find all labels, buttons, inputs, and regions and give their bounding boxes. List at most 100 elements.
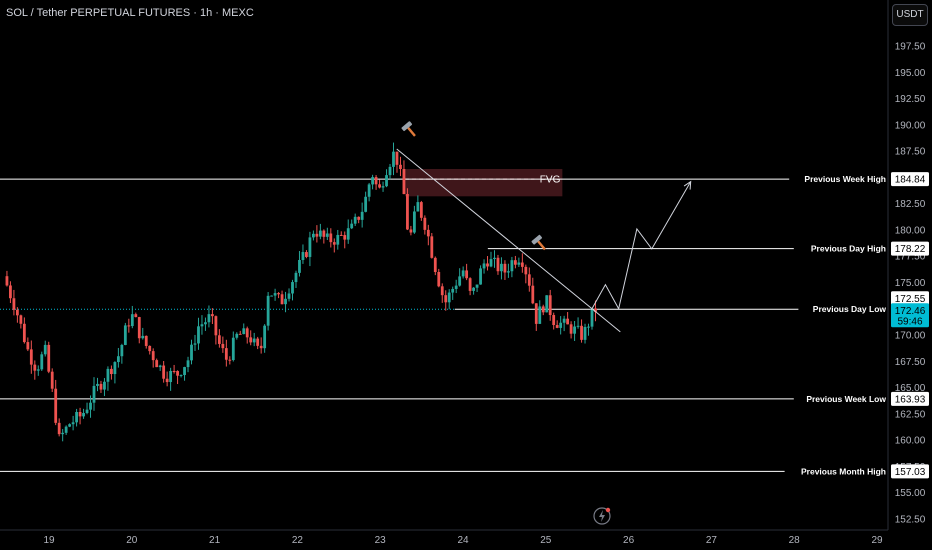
candle (298, 251, 301, 277)
x-tick-label: 25 (540, 535, 552, 546)
candle (587, 323, 590, 336)
candle (489, 251, 493, 268)
candle (162, 361, 166, 383)
candle (318, 223, 322, 240)
candle-body (371, 177, 375, 185)
candle-body (270, 295, 274, 297)
candle-body (524, 266, 528, 275)
candle-body (486, 263, 489, 267)
candle-body (294, 272, 298, 283)
candle (197, 317, 200, 350)
candle (245, 326, 249, 344)
candle (555, 320, 559, 329)
candle-body (68, 424, 72, 427)
candle (305, 250, 308, 259)
candle (507, 263, 510, 278)
candle-body (409, 229, 413, 233)
candle-body (82, 412, 85, 417)
current-price-value: 172.46 (895, 306, 926, 317)
candle-body (155, 360, 159, 368)
candle (15, 307, 19, 323)
candle (329, 228, 333, 248)
level-price-tag: 178.22 (895, 244, 926, 255)
candle-body (242, 328, 246, 335)
candle (204, 317, 207, 331)
candle-body (134, 314, 138, 318)
candle-body (224, 348, 228, 360)
candle-body (378, 184, 381, 188)
candle (392, 142, 395, 176)
y-tick-label: 182.50 (895, 199, 926, 210)
candle (12, 289, 16, 316)
candle-body (531, 285, 535, 304)
candle-body (590, 308, 594, 327)
candle (9, 281, 12, 304)
currency-button[interactable]: USDT (892, 4, 928, 26)
candle (527, 267, 531, 292)
candle (402, 160, 406, 195)
extra-price-tag-bg (891, 291, 929, 306)
level-price-tag-bg (891, 241, 929, 256)
hammer-handle (406, 126, 416, 137)
candle (482, 259, 486, 274)
candle (33, 360, 37, 380)
candle (54, 379, 58, 426)
candle-body (89, 402, 92, 410)
current-price-countdown: 59:46 (897, 317, 922, 328)
candle (68, 423, 72, 428)
candle (576, 317, 580, 329)
candle-body (412, 211, 416, 233)
candle-body (388, 166, 392, 176)
candle (580, 319, 583, 343)
candle (371, 174, 375, 190)
candle-body (280, 294, 284, 305)
candle (40, 351, 44, 371)
candle-body (468, 278, 472, 291)
candle-body (541, 306, 545, 313)
candle-body (169, 371, 173, 383)
level-price-tag-bg (891, 172, 929, 187)
trendline (396, 148, 621, 333)
candle (130, 305, 134, 329)
candle (249, 330, 253, 346)
candle-body (318, 230, 322, 237)
y-tick-label: 177.50 (895, 252, 926, 263)
candle (322, 229, 326, 244)
candle (479, 265, 482, 285)
candle (284, 291, 287, 313)
candle-body (235, 333, 239, 338)
level-label: Previous Week High (804, 174, 886, 184)
lightning-icon[interactable] (592, 506, 612, 526)
candle-body (538, 306, 542, 324)
candle-body (416, 202, 420, 212)
x-tick-label: 22 (292, 535, 304, 546)
candle-body (22, 323, 26, 343)
candle (235, 332, 239, 340)
candle-body (172, 371, 176, 373)
candle-body (120, 344, 124, 357)
candle (228, 356, 232, 365)
candle (451, 286, 455, 300)
candle (110, 365, 113, 380)
candle-body (141, 335, 145, 339)
level-label: Previous Day High (811, 244, 886, 254)
candle-body (360, 211, 364, 220)
candle (231, 331, 235, 362)
time-axis[interactable]: 19 20 21 22 23 24 25 26 27 28 29 (0, 529, 888, 546)
candle (357, 216, 361, 224)
candle (510, 256, 514, 278)
candle-body (430, 236, 434, 258)
candle (503, 260, 507, 280)
candle (165, 371, 169, 387)
y-tick-label: 160.00 (895, 436, 926, 447)
candle-body (137, 317, 141, 339)
candle-body (259, 345, 263, 349)
candle-body (458, 276, 462, 286)
candle (360, 202, 364, 228)
candle-body (50, 371, 54, 389)
level-price-tag-bg (891, 391, 929, 406)
y-tick-label: 170.00 (895, 331, 926, 342)
candle-body (176, 371, 179, 376)
candle (472, 287, 475, 295)
